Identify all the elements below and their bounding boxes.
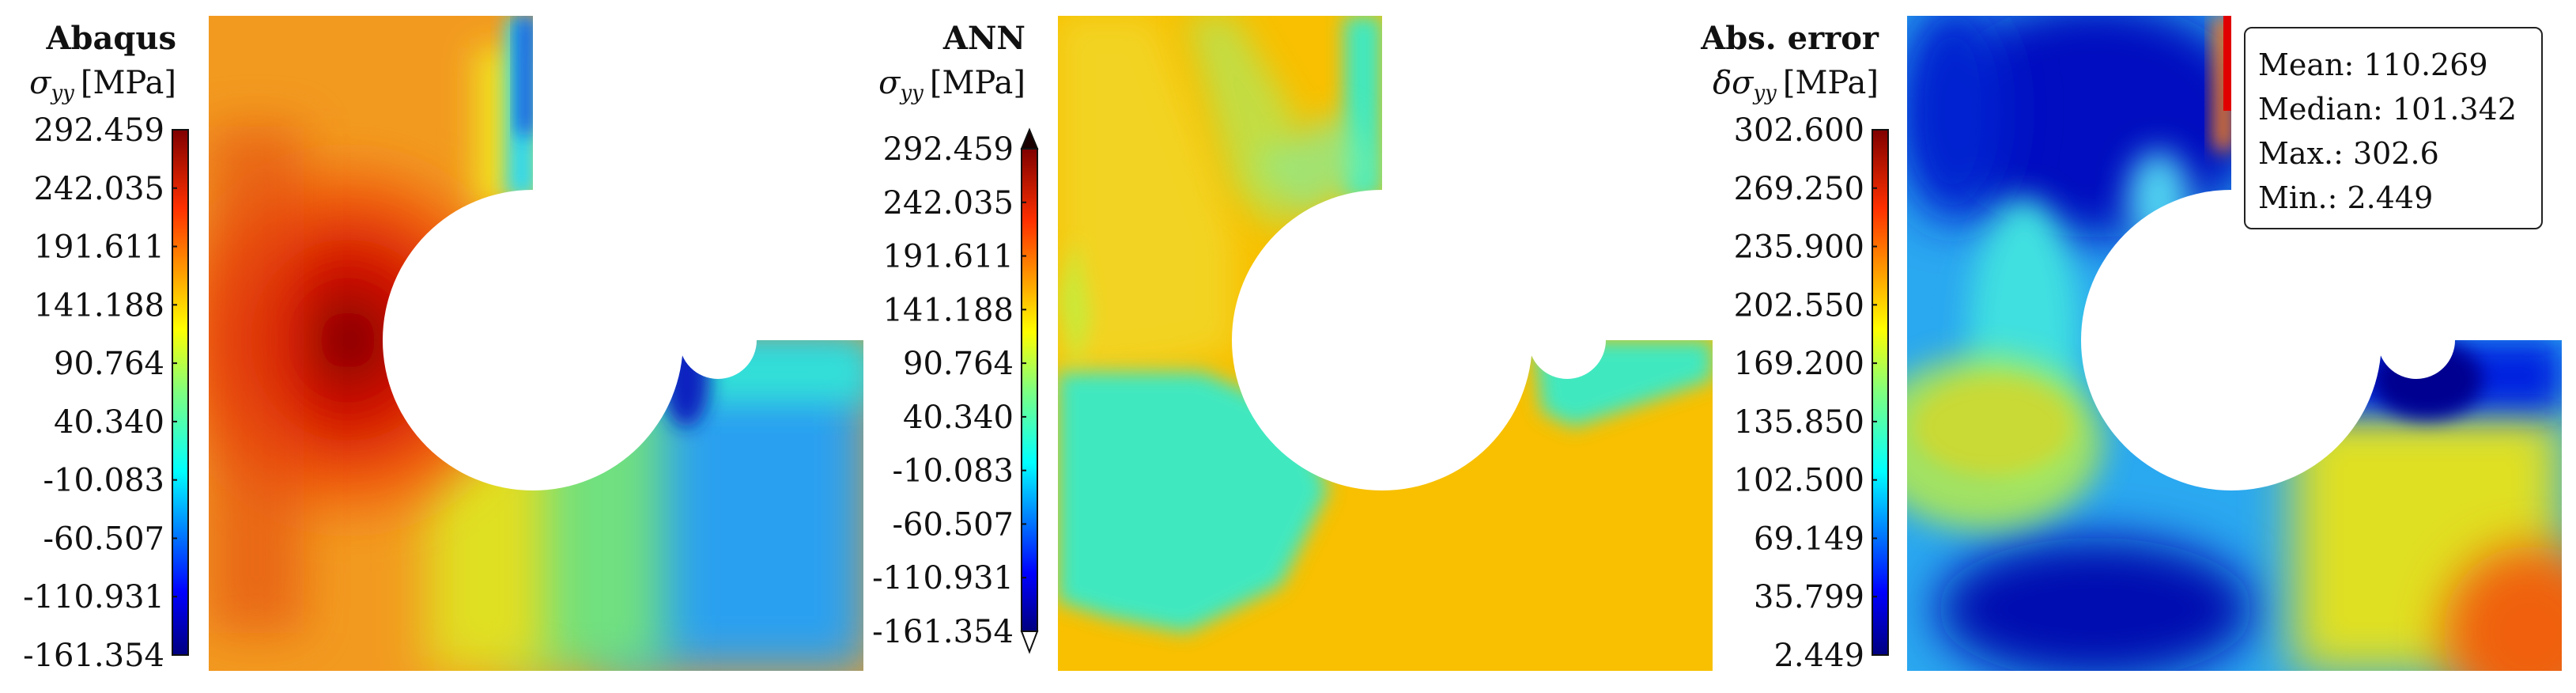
colorbar-tick-label: 169.200 bbox=[1734, 346, 1864, 382]
colorbar-tick-label: 135.850 bbox=[1734, 404, 1864, 441]
stat-max: Max.: 302.6 bbox=[2258, 136, 2439, 171]
colorbar-tick-label: -60.507 bbox=[893, 506, 1014, 543]
colorbar-tick-label: 191.611 bbox=[34, 229, 164, 266]
colorbar-tick-label: 40.340 bbox=[54, 404, 164, 441]
colorbar-tick-label: 141.188 bbox=[34, 287, 164, 324]
panel-ann: ANN σyy [MPa] 292.459 242.035 191.611 141.18… bbox=[872, 16, 1714, 672]
colorbar-tick-label: -60.507 bbox=[43, 521, 164, 557]
error-field bbox=[1866, 0, 2576, 693]
ann-colorbar-min-extension bbox=[1020, 631, 1039, 654]
abaqus-quantity-label: σyy [MPa] bbox=[29, 65, 176, 105]
ann-field bbox=[1058, 16, 1714, 672]
colorbar-tick-label: 90.764 bbox=[54, 346, 164, 382]
colorbar-tick-label: 242.035 bbox=[883, 185, 1014, 222]
stat-median: Median: 101.342 bbox=[2258, 92, 2517, 127]
stat-min: Min.: 2.449 bbox=[2258, 180, 2434, 215]
ann-quantity-label: σyy [MPa] bbox=[878, 65, 1025, 105]
colorbar-tick-label: -10.083 bbox=[893, 453, 1014, 490]
colorbar-tick-label: 242.035 bbox=[34, 171, 164, 207]
abaqus-field bbox=[150, 16, 870, 672]
ann-colorbar-ticks: 292.459 242.035 191.611 141.188 90.764 40.340… bbox=[872, 131, 1026, 650]
colorbar-tick-label: 90.764 bbox=[903, 346, 1014, 382]
abaqus-colorbar bbox=[172, 129, 189, 656]
ann-colorbar bbox=[1021, 148, 1038, 632]
error-colorbar-ticks: 302.600 269.250 235.900 202.550 169.200 135.8… bbox=[1734, 112, 1877, 674]
error-colorbar bbox=[1872, 129, 1889, 656]
colorbar-tick-label: -110.931 bbox=[872, 560, 1014, 596]
abaqus-title: Abaqus bbox=[46, 20, 177, 57]
panel-abaqus: Abaqus σyy [MPa] 292.459 242.035 191.611 141… bbox=[23, 16, 870, 674]
error-quantity-label: δσyy [MPa] bbox=[1713, 65, 1879, 105]
colorbar-tick-label: 35.799 bbox=[1754, 579, 1864, 615]
stat-mean: Mean: 110.269 bbox=[2258, 47, 2488, 82]
colorbar-tick-label: 269.250 bbox=[1734, 171, 1864, 207]
colorbar-tick-label: 141.188 bbox=[883, 292, 1014, 328]
colorbar-tick-label: 292.459 bbox=[883, 131, 1014, 168]
colorbar-tick-label: -110.931 bbox=[23, 579, 164, 615]
colorbar-tick-label: 202.550 bbox=[1734, 287, 1864, 324]
colorbar-tick-label: -161.354 bbox=[872, 614, 1014, 650]
colorbar-tick-label: -161.354 bbox=[23, 638, 164, 674]
colorbar-tick-label: 40.340 bbox=[903, 400, 1014, 436]
error-statistics-box: Mean: 110.269 Median: 101.342 Max.: 302.… bbox=[2244, 27, 2543, 229]
colorbar-tick-label: 2.449 bbox=[1773, 638, 1864, 674]
colorbar-tick-label: 69.149 bbox=[1754, 521, 1864, 557]
ann-colorbar-max-extension bbox=[1020, 127, 1039, 150]
colorbar-tick-label: 235.900 bbox=[1734, 229, 1864, 266]
ann-title: ANN bbox=[942, 20, 1025, 57]
colorbar-tick-label: 191.611 bbox=[883, 239, 1014, 275]
colorbar-tick-label: 292.459 bbox=[34, 112, 164, 149]
error-title: Abs. error bbox=[1700, 20, 1879, 57]
colorbar-tick-label: 102.500 bbox=[1734, 463, 1864, 499]
colorbar-tick-label: 302.600 bbox=[1734, 112, 1864, 149]
panel-abs-error: Abs. error δσyy [MPa] 302.600 269.250 235.9… bbox=[1700, 0, 2576, 693]
abaqus-colorbar-ticks: 292.459 242.035 191.611 141.188 90.764 40.340… bbox=[23, 112, 177, 674]
colorbar-tick-label: -10.083 bbox=[43, 463, 164, 499]
